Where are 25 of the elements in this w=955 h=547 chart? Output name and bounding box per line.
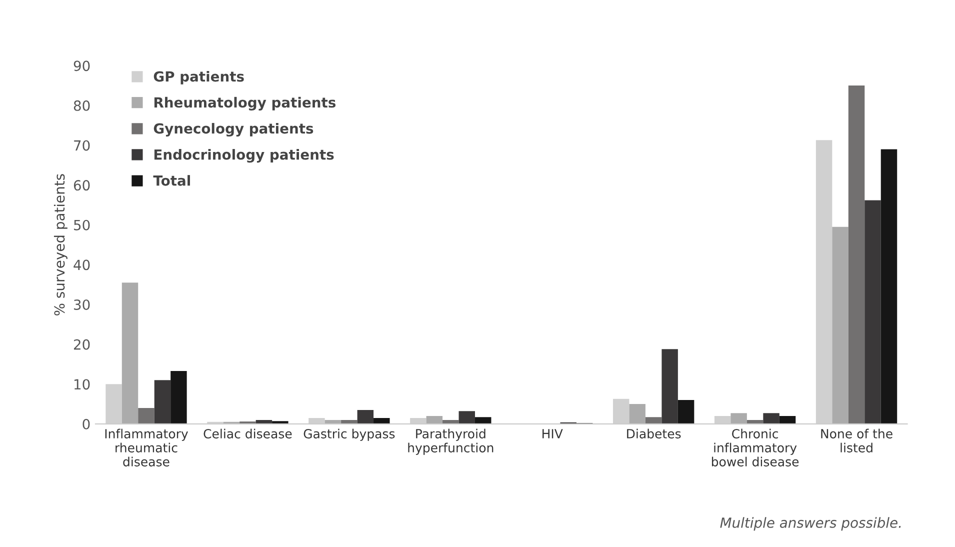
- legend-label: Endocrinology patients: [154, 149, 334, 163]
- x-tick-label: Chronic inflammatory bowel disease: [712, 428, 799, 466]
- y-tick-label: 30: [74, 299, 90, 310]
- y-tick-label: 20: [74, 339, 90, 350]
- x-tick-label: Diabetes: [627, 428, 681, 438]
- y-tick-label: 0: [82, 418, 90, 430]
- y-tick-label: 10: [74, 379, 90, 390]
- x-tick-label: None of the listed: [821, 428, 892, 452]
- legend-label: Gynecology patients: [154, 122, 314, 137]
- x-tick-label: Inflammatory rheumatic disease: [105, 428, 188, 466]
- y-tick-label: 70: [74, 140, 90, 151]
- legend-label: Rheumatology patients: [154, 96, 336, 110]
- x-tick-label: Parathyroid hyperfunction: [408, 428, 494, 455]
- y-tick-label: 60: [74, 180, 90, 191]
- y-axis-title: % surveyed patients: [54, 174, 68, 316]
- y-tick-label: 40: [74, 260, 90, 270]
- x-tick-label: Celiac disease: [204, 428, 292, 438]
- y-tick-label: 80: [74, 100, 90, 111]
- x-tick-label: HIV: [542, 429, 563, 438]
- x-tick-label: Gastric bypass: [304, 428, 395, 441]
- y-tick-label: 50: [74, 220, 90, 230]
- legend-label: GP patients: [154, 70, 244, 84]
- legend-label: Total: [153, 175, 190, 186]
- text: Multiple answers possible.: [720, 517, 901, 531]
- y-tick-label: 90: [74, 60, 90, 72]
